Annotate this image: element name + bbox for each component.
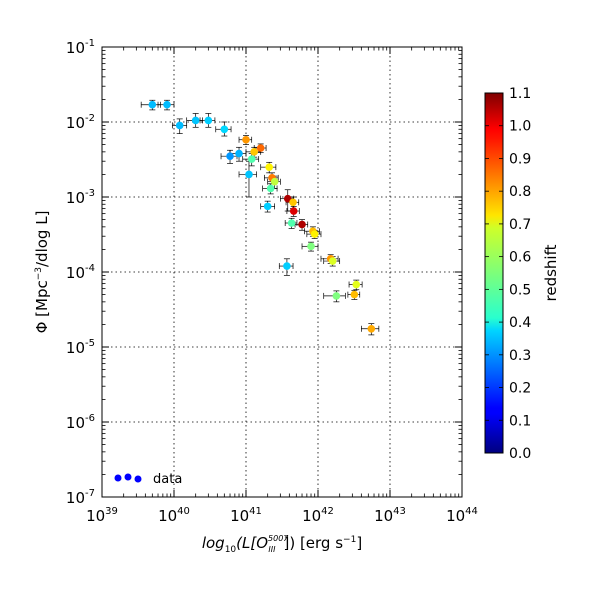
colorbar-tick-label: 0.7 — [509, 217, 531, 233]
data-point — [289, 207, 298, 215]
y-axis-label: Φ [Mpc−3/dlog L] — [33, 211, 51, 334]
legend-label: data — [153, 472, 182, 487]
svg-text:Φ [Mpc−3/dlog L]: Φ [Mpc−3/dlog L] — [33, 211, 51, 334]
data-point — [245, 170, 253, 179]
x-label-close: ] — [356, 534, 362, 552]
plot-area: 1039 1040 1041 1042 1043 1044 10-710-610-510-… — [66, 38, 478, 525]
data-point — [235, 149, 243, 158]
colorbar-tick-label: 0.1 — [509, 413, 531, 429]
colorbar-tick-label: 0.8 — [509, 184, 531, 200]
y-tick-label: 10-6 — [66, 413, 95, 432]
x-axis-label: log10(L[O5007 III ]) [erg s−1] — [202, 534, 362, 555]
colorbar-tick-label: 0.9 — [509, 151, 531, 167]
y-tick-label: 10-2 — [66, 113, 95, 132]
colorbar-tick-label: 0.4 — [509, 315, 531, 331]
colorbar: 0.0 0.1 0.2 0.3 0.4 0.5 0.6 0.7 0.8 0.9 1.0 1.1 red… — [484, 86, 560, 462]
y-tick-label: 10-5 — [66, 338, 95, 357]
data-markers — [148, 100, 376, 333]
x-tick-label: 1044 — [446, 506, 478, 525]
data-point — [242, 135, 250, 144]
colorbar-tick-label: 0.5 — [509, 282, 531, 298]
x-label-unit-sup: −1 — [343, 535, 356, 545]
data-point — [287, 219, 296, 227]
x-tick-label: 1043 — [374, 506, 406, 525]
data-point — [175, 121, 184, 130]
data-point — [265, 163, 273, 171]
legend-marker — [114, 474, 122, 482]
x-tick-label: 1041 — [230, 506, 262, 525]
colorbar-ticks: 0.0 0.1 0.2 0.3 0.4 0.5 0.6 0.7 0.8 0.9 1.0 1.1 — [485, 86, 531, 462]
x-label-sup: 5007 — [268, 534, 289, 543]
data-point — [148, 100, 157, 109]
y-label-pre: Φ [Mpc — [33, 280, 51, 333]
data-point — [204, 116, 213, 125]
data-point — [367, 324, 376, 333]
y-tick-label: 10-1 — [66, 38, 95, 57]
y-label-post: /dlog L] — [33, 211, 51, 267]
data-point — [226, 152, 234, 160]
x-tick-label: 1039 — [86, 506, 118, 525]
colorbar-label: redshift — [542, 244, 560, 301]
colorbar-tick-label: 0.3 — [509, 348, 531, 364]
data-point — [270, 177, 279, 186]
data-point — [350, 290, 359, 299]
data-point — [250, 148, 259, 156]
colorbar-tick-label: 0.6 — [509, 250, 531, 266]
data-point — [220, 125, 229, 134]
data-point — [352, 280, 361, 289]
data-point — [191, 116, 200, 125]
y-tick-label: 10-7 — [66, 488, 95, 507]
x-tick-label: 1040 — [158, 506, 190, 525]
y-tick-label: 10-4 — [66, 263, 95, 282]
y-label-sup: −3 — [34, 267, 44, 280]
colorbar-gradient — [484, 92, 504, 454]
x-tick-labels: 1039 1040 1041 1042 1043 1044 — [86, 506, 478, 525]
colorbar-tick-label: 0.0 — [509, 446, 531, 462]
y-tick-labels: 10-7 10-6 10-5 10-4 10-3 10-2 10-1 — [66, 38, 95, 507]
x-label-sub: 10 — [225, 545, 237, 555]
data-point — [283, 262, 291, 270]
data-point — [256, 144, 265, 152]
y-tick-label: 10-3 — [66, 188, 95, 207]
plot-border — [101, 46, 463, 498]
data-point — [310, 230, 319, 238]
grid-lines — [102, 47, 462, 497]
x-label-sub2: III — [268, 545, 276, 554]
data-point — [163, 100, 171, 109]
data-point — [298, 220, 306, 229]
data-point — [266, 184, 275, 193]
legend-marker — [124, 473, 132, 481]
colorbar-tick-label: 0.2 — [509, 381, 531, 397]
legend: data — [114, 472, 182, 487]
x-tick-label: 1042 — [302, 506, 334, 525]
data-point — [307, 242, 315, 251]
data-point — [247, 155, 256, 163]
x-label-log: log — [202, 534, 225, 552]
colorbar-tick-label: 1.1 — [509, 86, 531, 102]
data-point — [332, 292, 341, 300]
legend-marker — [134, 475, 142, 483]
x-label-post: ]) [erg s — [283, 534, 343, 552]
data-point — [289, 198, 297, 207]
colorbar-tick-label: 1.0 — [509, 119, 531, 135]
data-point — [328, 257, 337, 265]
x-label-mid: (L[O — [236, 534, 268, 552]
data-point — [263, 202, 272, 211]
